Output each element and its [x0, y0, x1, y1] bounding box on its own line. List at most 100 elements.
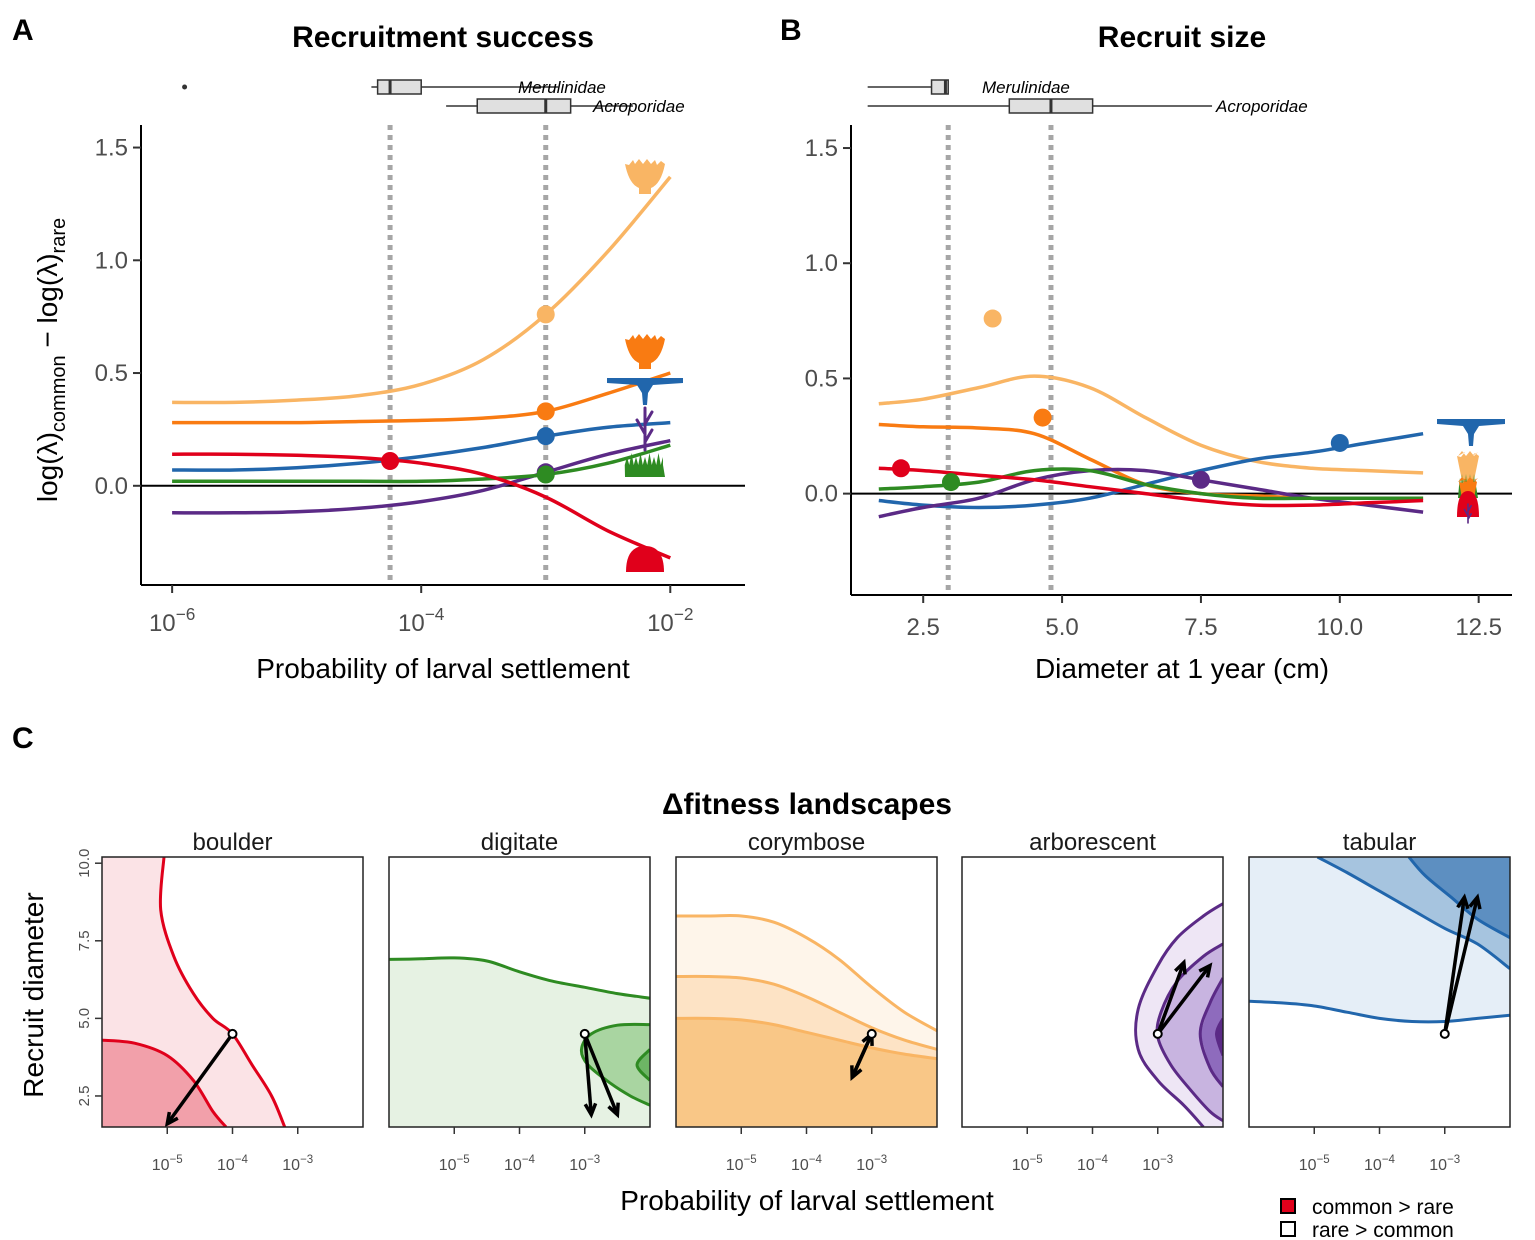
legend-label-rare: rare > common — [1312, 1219, 1454, 1240]
x-tick-label: 10−5 — [1012, 1154, 1043, 1174]
contour-line — [389, 956, 650, 1000]
panel-c-letter: C — [12, 722, 34, 755]
facet-boulder: boulder 10−5 10−4 10−3 2.5 5.0 7.5 10.0 — [76, 829, 364, 1174]
y-tick-label: 1.0 — [95, 247, 128, 274]
series-point-lightorange — [536, 305, 555, 324]
contour-fill-region — [1408, 857, 1510, 938]
shift-arrow-head — [1468, 893, 1482, 910]
series-line-lightorange — [172, 175, 672, 405]
family-label-acroporidae: Acroporidae — [592, 97, 685, 116]
boxplot-box — [476, 98, 572, 114]
contour-line — [1198, 977, 1223, 1088]
panel-a-xlabel: Probability of larval settlement — [256, 653, 630, 684]
x-tick-label: 10−3 — [1142, 1154, 1173, 1174]
series-line-digitate — [172, 443, 671, 484]
contour-line — [1316, 857, 1510, 970]
boulder-icon — [626, 546, 664, 572]
y-tick-label: 0.5 — [805, 365, 838, 392]
x-tick-label: 10−3 — [856, 1154, 887, 1174]
family-label-merulinidae: Merulinidae — [518, 78, 606, 97]
series-point-boulder — [381, 451, 400, 470]
panel-a-title: Recruitment success — [292, 21, 594, 54]
family-label-merulinidae: Merulinidae — [982, 78, 1070, 97]
x-tick-label: 2.5 — [907, 614, 940, 641]
series-line-boulder — [172, 452, 671, 560]
x-tick-label: 10−4 — [217, 1154, 249, 1174]
x-tick-label: 10−6 — [149, 604, 195, 637]
x-tick-label: 10−4 — [1077, 1154, 1109, 1174]
shift-arrow-shaft — [1156, 961, 1186, 1035]
x-tick-label: 7.5 — [1184, 614, 1217, 641]
shift-origin-point — [227, 1028, 238, 1039]
facet-corymbose: corymbose 10−5 10−4 10−3 — [675, 829, 938, 1174]
shift-arrow-shaft — [583, 1033, 594, 1115]
panel-c-ylabel: Recruit diameter — [18, 892, 49, 1097]
facet-plot-area — [102, 857, 363, 1127]
series-line-boulder — [878, 466, 1424, 508]
contour-line — [102, 1038, 228, 1127]
contour-line — [1214, 1017, 1223, 1057]
panel-b: 0.0 0.5 1.0 1.5 2.5 5.0 7.5 10.0 12.5 Merulinidae… — [805, 78, 1512, 641]
family-label-acroporidae: Acroporidae — [1215, 97, 1308, 116]
contour-line — [1407, 857, 1510, 940]
series-point-corymbose_orange — [536, 402, 555, 421]
facet-strip-label: tabular — [1343, 829, 1416, 856]
series-point-digitate — [941, 473, 960, 492]
contour-fill-region — [581, 1024, 650, 1106]
series-point-corymbose_orange — [1033, 408, 1052, 427]
legend-label-common: common > rare — [1312, 1196, 1454, 1219]
series-point-lightorange — [983, 309, 1002, 328]
contour-line — [676, 974, 937, 1051]
contour-line — [1134, 902, 1223, 1127]
legend-swatch-common — [1280, 1198, 1296, 1214]
panel-b-title: Recruit size — [1098, 21, 1266, 54]
corymbose-icon — [625, 334, 665, 369]
x-tick-label: 10−4 — [504, 1154, 536, 1174]
contour-fill-region — [676, 1018, 937, 1127]
y-tick-label: 0.5 — [95, 360, 128, 387]
x-tick-label: 10−5 — [726, 1154, 757, 1174]
panel-b-xlabel: Diameter at 1 year (cm) — [1035, 653, 1329, 684]
series-point-arborescent — [1191, 470, 1210, 489]
shift-arrow-shaft — [1443, 897, 1467, 1035]
x-tick-label: 10−3 — [569, 1154, 600, 1174]
panel-a-letter: A — [12, 14, 34, 47]
x-tick-label: 5.0 — [1045, 614, 1078, 641]
shift-arrow-head — [1174, 958, 1187, 975]
shift-arrow-shaft — [1443, 896, 1480, 1035]
series-line-arborescent — [878, 467, 1424, 519]
shift-arrow-head — [1198, 962, 1213, 978]
y-tick-label: 1.5 — [805, 135, 838, 162]
legend-swatch-rare — [1280, 1221, 1296, 1237]
facet-strip-label: corymbose — [748, 829, 865, 856]
shift-arrow-shaft — [850, 1033, 874, 1079]
contour-fill-region — [102, 1040, 226, 1127]
panel-c-title: Δfitness landscapes — [662, 788, 952, 821]
x-tick-label: 10−4 — [791, 1154, 823, 1174]
series-line-lightorange — [878, 374, 1424, 475]
y-tick-label: 1.5 — [95, 135, 128, 162]
shift-arrow-head — [164, 1111, 179, 1127]
shift-origin-point — [866, 1028, 877, 1039]
series-line-corymbose_orange — [172, 371, 671, 425]
contour-line — [635, 1048, 650, 1082]
x-tick-label: 10−4 — [1364, 1154, 1396, 1174]
panel-c-xlabel: Probability of larval settlement — [620, 1185, 994, 1216]
shift-origin-point — [1439, 1028, 1450, 1039]
x-tick-label: 12.5 — [1455, 614, 1502, 641]
facet-strip-label: arborescent — [1029, 829, 1156, 856]
facet-plot-area — [676, 857, 937, 1127]
boxplot-box — [376, 79, 422, 95]
tabular-icon — [607, 378, 683, 405]
boxplot-outlier — [182, 84, 188, 90]
panel-b-letter: B — [780, 14, 802, 47]
facet-strip-label: boulder — [192, 829, 272, 856]
series-point-digitate — [536, 465, 555, 484]
x-tick-label: 10.0 — [1316, 614, 1363, 641]
tabular-icon — [1437, 419, 1505, 446]
panel-a: 0.0 0.5 1.0 1.5 10−6 10−4 10−2 MerulinidaeAcrop… — [95, 78, 745, 637]
x-tick-label: 10−5 — [1299, 1154, 1330, 1174]
x-tick-label: 10−3 — [282, 1154, 313, 1174]
facet-arborescent: arborescent 10−5 10−4 10−3 — [961, 829, 1224, 1174]
contour-line — [579, 1022, 650, 1107]
